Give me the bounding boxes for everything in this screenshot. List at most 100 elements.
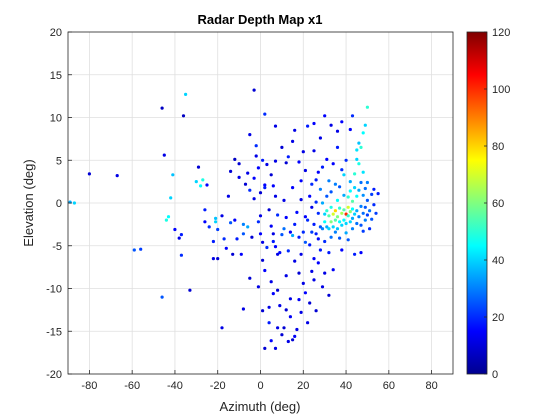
data-point <box>306 321 310 325</box>
data-point <box>248 133 252 137</box>
data-point <box>340 168 344 172</box>
data-point <box>177 236 181 240</box>
data-point <box>284 215 288 220</box>
data-point <box>263 186 267 190</box>
data-point <box>350 207 355 211</box>
x-tick-label: 20 <box>297 380 309 392</box>
y-tick-label: 5 <box>56 155 62 167</box>
y-tick-label: 0 <box>56 198 62 210</box>
data-point <box>353 172 357 176</box>
data-point <box>312 149 316 153</box>
chart-title: Radar Depth Map x1 <box>198 12 323 27</box>
data-point <box>164 218 168 222</box>
data-point <box>357 141 361 145</box>
data-point <box>256 166 260 170</box>
data-point <box>299 252 303 256</box>
data-point <box>280 145 284 149</box>
data-point <box>327 214 331 218</box>
x-tick-label: 40 <box>340 380 352 392</box>
data-point <box>331 225 335 229</box>
data-point <box>269 224 273 228</box>
data-point <box>132 248 136 252</box>
data-point <box>342 208 346 212</box>
data-point <box>359 145 363 149</box>
data-point <box>314 309 318 313</box>
data-point <box>308 243 312 247</box>
data-point <box>323 239 327 244</box>
data-point <box>237 162 241 166</box>
data-point <box>224 246 228 250</box>
data-point <box>363 205 367 209</box>
data-point <box>196 165 201 169</box>
data-point <box>316 170 320 174</box>
data-point <box>162 153 166 157</box>
data-point <box>271 232 275 236</box>
x-tick-label: -40 <box>167 380 183 392</box>
data-point <box>293 334 297 338</box>
data-point <box>355 157 359 161</box>
data-point <box>320 227 325 231</box>
data-point <box>353 212 357 216</box>
data-point <box>318 187 322 191</box>
data-point <box>181 114 186 118</box>
data-point <box>273 245 278 249</box>
data-point <box>325 209 329 213</box>
data-point <box>194 180 198 184</box>
colorbar-tick-label: 20 <box>492 312 504 324</box>
data-point <box>173 227 177 232</box>
data-point <box>301 230 305 234</box>
data-point <box>303 215 307 219</box>
data-point <box>276 288 280 292</box>
data-point <box>350 114 355 118</box>
data-point <box>297 235 301 239</box>
data-point <box>323 114 327 118</box>
data-point <box>357 188 361 192</box>
data-point <box>370 217 374 221</box>
data-point <box>276 326 280 330</box>
data-point <box>267 305 271 309</box>
data-point <box>301 281 305 285</box>
data-point <box>327 293 331 297</box>
data-point <box>263 268 267 273</box>
data-point <box>335 145 340 149</box>
data-point <box>363 123 367 127</box>
y-tick-label: -10 <box>46 284 62 296</box>
data-point <box>235 237 239 241</box>
data-point <box>329 220 333 224</box>
data-point <box>348 189 352 193</box>
data-point <box>214 216 218 220</box>
data-point <box>293 259 297 263</box>
y-axis: 20 15 10 5 0 -5 -10 -15 -20 <box>46 27 72 381</box>
data-point <box>320 165 325 169</box>
data-point <box>310 269 314 273</box>
y-tick-label: -15 <box>46 326 62 338</box>
data-point <box>284 308 288 312</box>
data-point <box>308 194 312 198</box>
data-point <box>331 268 335 272</box>
data-point <box>261 158 265 162</box>
data-point <box>355 148 359 152</box>
data-point <box>269 280 273 284</box>
data-point <box>365 213 369 217</box>
data-point <box>374 211 378 215</box>
data-point <box>265 245 269 250</box>
data-point <box>348 210 352 214</box>
data-point <box>258 214 263 218</box>
data-point <box>301 150 305 154</box>
data-point <box>237 175 241 179</box>
data-point <box>269 339 273 343</box>
data-point <box>250 235 254 239</box>
data-point <box>348 220 352 224</box>
data-point <box>169 196 173 200</box>
data-point <box>346 195 350 199</box>
data-point <box>233 218 237 222</box>
data-point <box>365 198 369 202</box>
data-point <box>241 232 245 236</box>
data-point <box>233 157 237 161</box>
data-point <box>361 229 365 233</box>
data-point <box>199 184 203 188</box>
data-point <box>254 144 258 148</box>
data-point <box>203 220 207 224</box>
data-point <box>160 295 164 299</box>
